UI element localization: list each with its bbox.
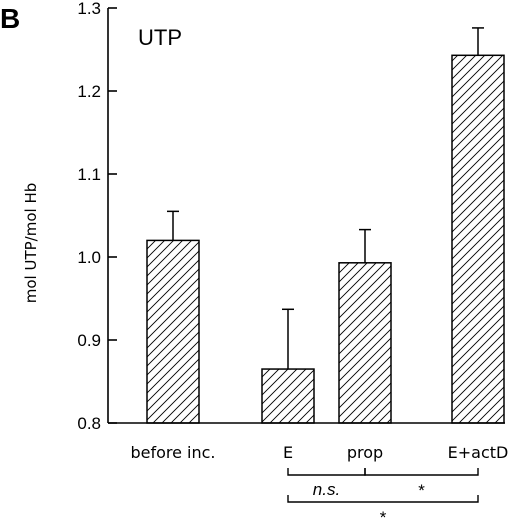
chart-title: UTP [138, 25, 182, 50]
significance-label: n.s. [313, 480, 340, 499]
significance-label: * [380, 508, 387, 525]
y-tick-label: 1.1 [77, 165, 101, 184]
bar [338, 262, 392, 424]
significance-bracket [287, 495, 479, 503]
bars [146, 27, 505, 424]
significance-brackets: n.s. * * [287, 468, 479, 525]
bar [451, 54, 505, 424]
category-label: before inc. [130, 443, 215, 462]
bar [261, 368, 315, 424]
significance-label: * [418, 481, 425, 500]
axes: 0.8 0.9 1.0 1.1 1.2 1.3 [77, 0, 505, 433]
category-label: prop [347, 443, 383, 462]
bar [146, 239, 200, 424]
panel-label: B [0, 3, 20, 34]
y-axis-label: mol UTP/mol Hb [22, 183, 40, 304]
y-tick-label: 1.3 [77, 0, 101, 18]
category-label: E [283, 443, 293, 462]
y-tick-label: 1.0 [77, 248, 101, 267]
y-tick-label: 1.2 [77, 82, 101, 101]
y-tick-label: 0.8 [77, 414, 101, 433]
significance-bracket [364, 468, 479, 476]
y-tick-label: 0.9 [77, 331, 101, 350]
category-label: E+actD [448, 443, 509, 462]
significance-bracket [287, 468, 366, 476]
